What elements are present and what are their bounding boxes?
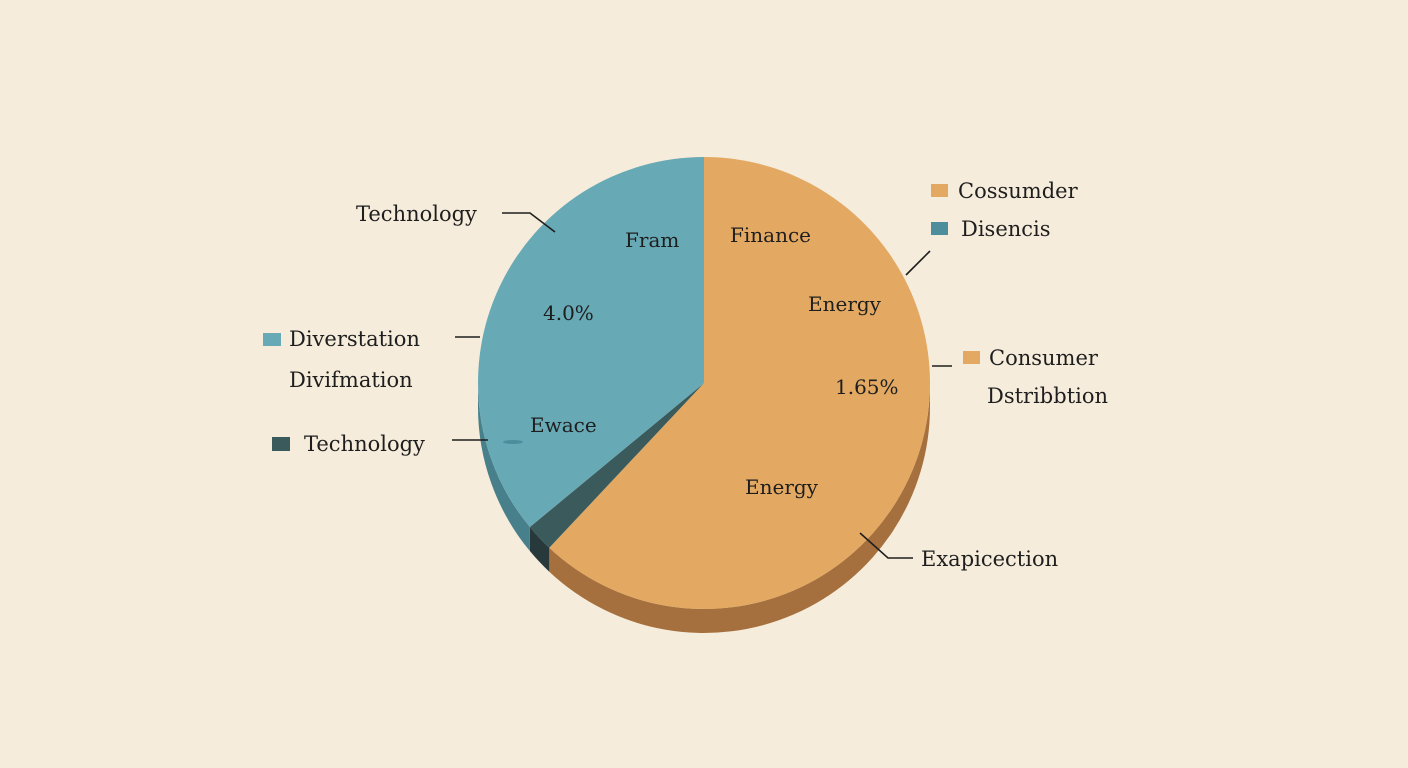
slice-label-energy-upper: Energy [808,292,882,316]
pie-slices [477,157,931,609]
legend-swatch-technology [272,437,290,451]
slice-label-percent-4: 4.0% [543,301,594,325]
leader-line-disencis [905,250,931,276]
slice-label-percent-165: 1.65% [835,375,899,399]
pie-side-walls [478,383,930,633]
leader-line-exapicection [859,532,913,559]
slice-label-finance: Finance [730,223,811,247]
leader-line-technology [502,212,556,233]
callout-exapicection: Exapicection [921,547,1058,571]
slice-label-energy-lower: Energy [745,475,819,499]
legend-swatch-consumer [963,351,980,364]
legend-label-cossumder: Cossumder [958,179,1079,203]
pie-slice-diverstation [477,157,704,528]
small-marker [503,440,523,444]
pie-side-diverstation [478,383,530,552]
slice-label-fram: Fram [625,228,679,252]
pie-side-finance [549,383,930,633]
legend-swatch-disencis [931,222,948,235]
pie-slice-technology [529,383,704,548]
pie-slice-finance [549,157,931,609]
legend-swatch-diverstation [263,333,281,346]
callout-technology: Technology [356,202,477,226]
slice-label-ewace: Ewace [530,413,597,437]
legend-label-dstribbtion: Dstribbtion [987,384,1108,408]
legend-label-divifmation: Divifmation [289,368,413,392]
legend-label-consumer: Consumer [989,346,1099,370]
legend-swatch-cossumder [931,184,948,197]
legend-label-disencis: Disencis [961,217,1051,241]
legend-label-technology: Technology [304,432,425,456]
pie-side-technology [529,527,550,572]
legend-label-diverstation: Diverstation [289,327,420,351]
